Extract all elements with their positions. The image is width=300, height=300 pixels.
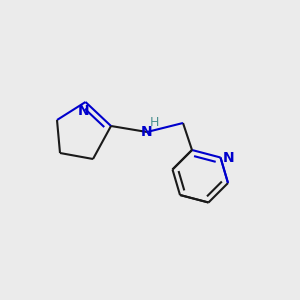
Text: H: H bbox=[150, 116, 159, 130]
Text: N: N bbox=[223, 151, 235, 164]
Text: N: N bbox=[78, 104, 90, 118]
Text: N: N bbox=[141, 125, 153, 139]
